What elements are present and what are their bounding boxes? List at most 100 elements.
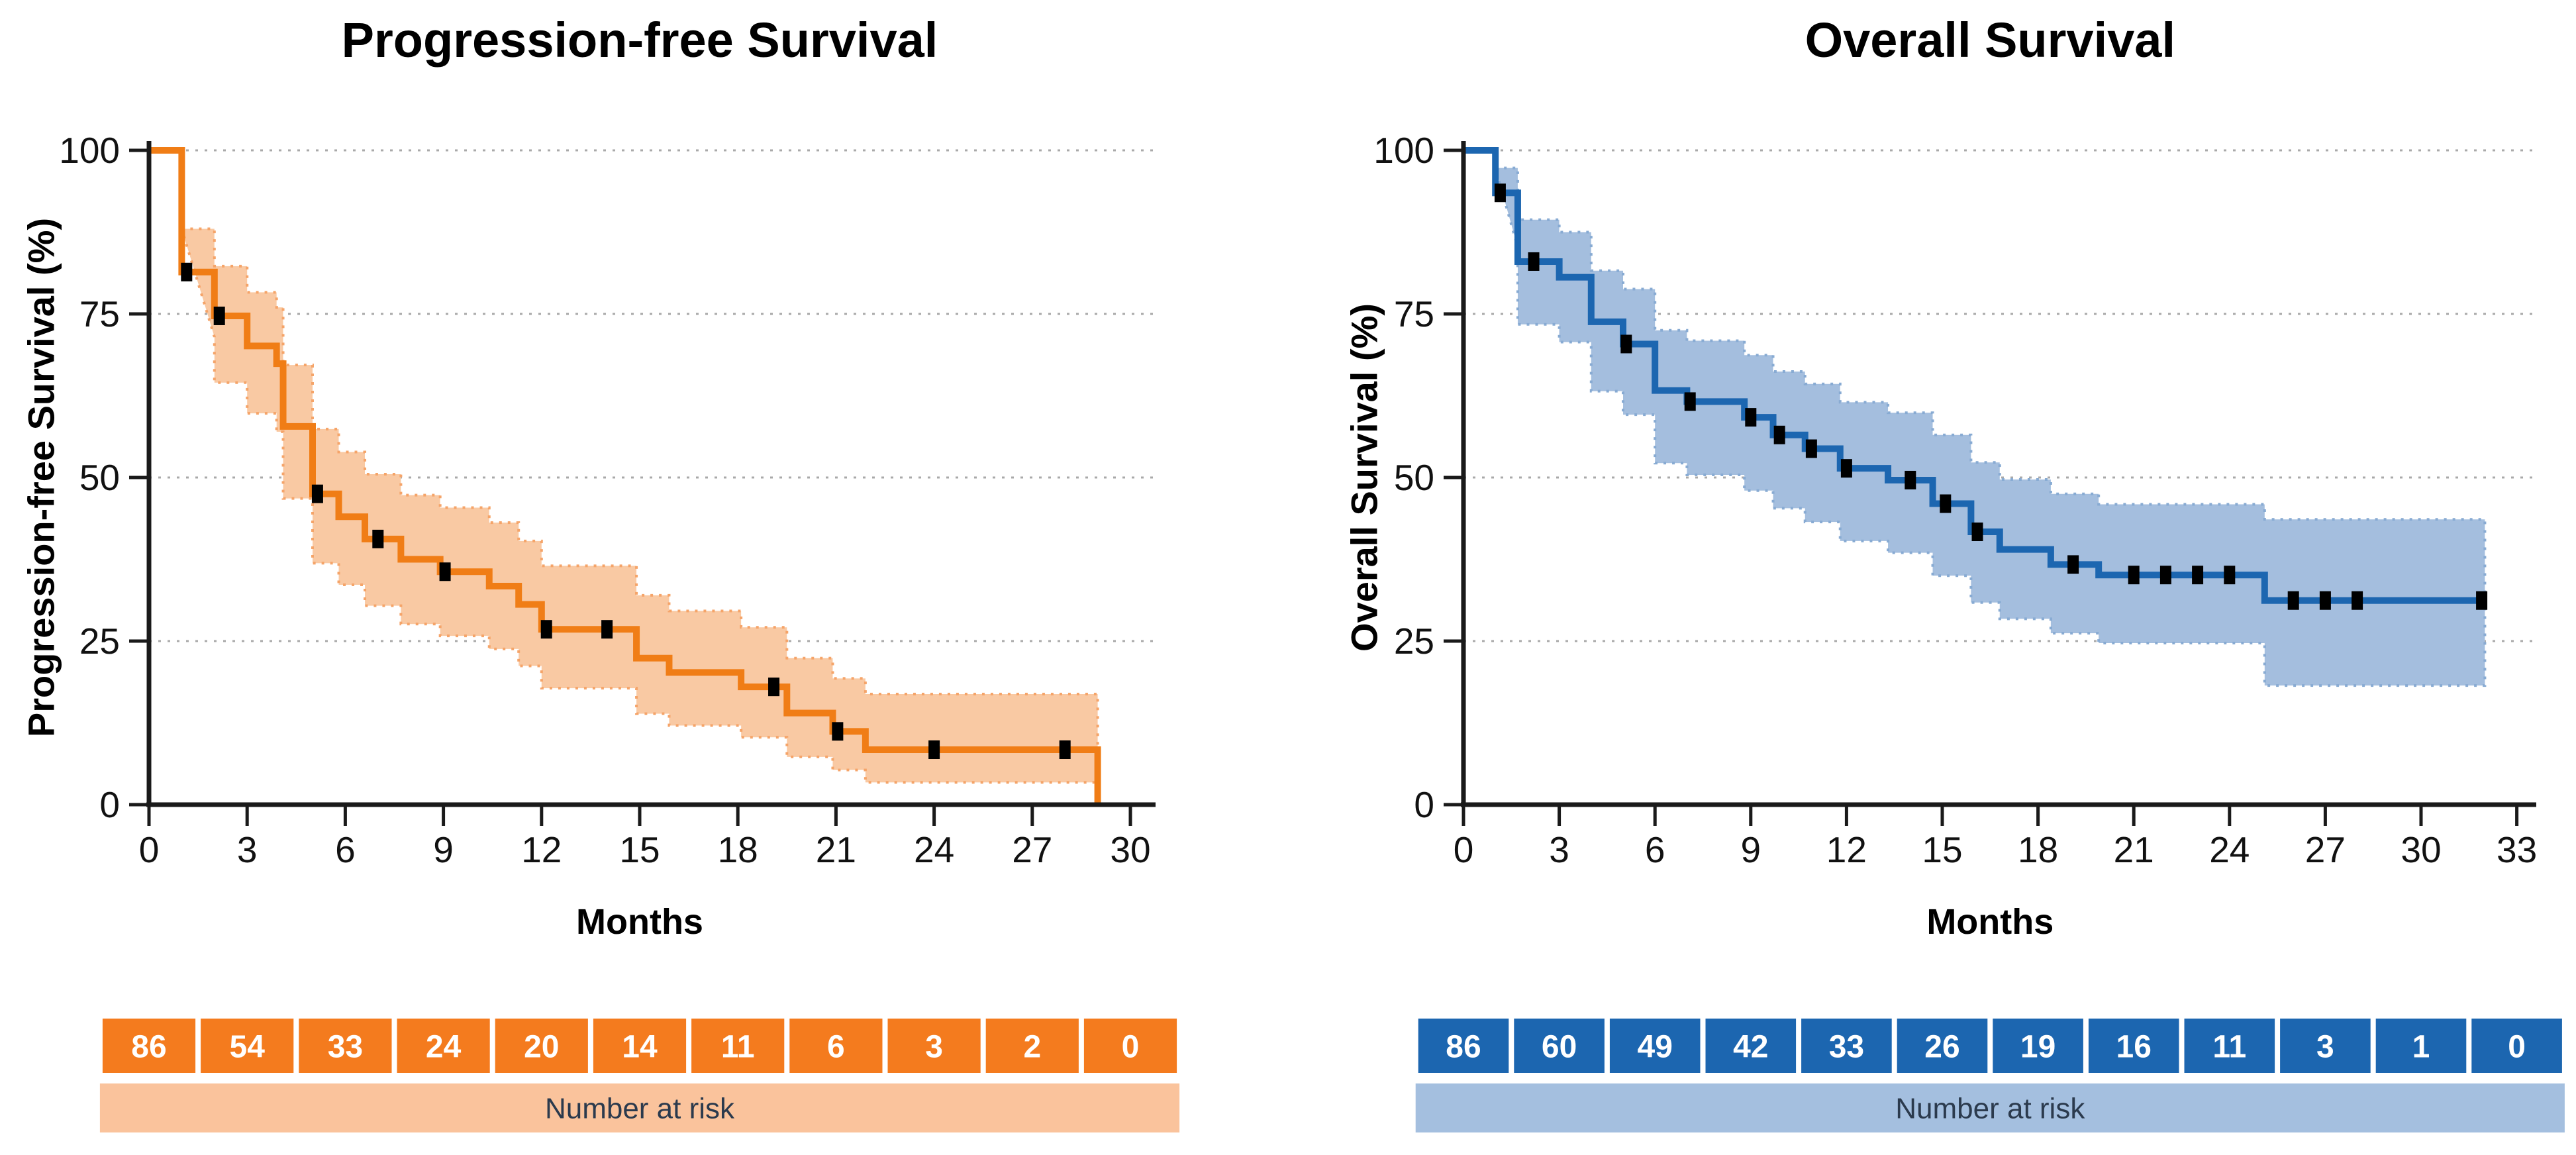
risk-cell: [691, 1019, 785, 1073]
x-tick-label: 24: [2209, 829, 2250, 870]
risk-value: 24: [426, 1030, 462, 1065]
y-tick-label: 0: [1414, 784, 1434, 825]
risk-value: 11: [721, 1030, 755, 1065]
x-tick-label: 15: [619, 829, 660, 870]
risk-cell: [1609, 1019, 1701, 1073]
x-axis-label: Months: [576, 902, 703, 942]
risk-cell: [102, 1019, 196, 1073]
risk-value: 0: [2508, 1030, 2526, 1065]
risk-value: 86: [1446, 1030, 1481, 1065]
x-tick-label: 21: [2114, 829, 2154, 870]
censor-tick: [768, 678, 780, 697]
risk-value: 6: [827, 1030, 845, 1065]
risk-value: 42: [1733, 1030, 1768, 1065]
x-tick-label: 30: [2401, 829, 2441, 870]
risk-cell: [1705, 1019, 1797, 1073]
x-tick-label: 30: [1110, 829, 1150, 870]
risk-value: 11: [2212, 1030, 2246, 1065]
risk-value: 54: [230, 1030, 266, 1065]
censor-tick: [1528, 252, 1540, 271]
y-tick-label: 100: [1373, 130, 1434, 171]
risk-cell: [789, 1019, 883, 1073]
confidence-band: [1493, 166, 2487, 687]
km-curve: [1463, 147, 2485, 604]
risk-cell: [2184, 1019, 2275, 1073]
x-tick-label: 24: [914, 829, 954, 870]
risk-value: 0: [1122, 1030, 1140, 1065]
axes: 0 25 50 75 100 0 3 6 9 12 15 18 21 24 27 30 33: [1373, 130, 2537, 870]
censor-tick: [2128, 566, 2140, 585]
risk-cell: [593, 1019, 687, 1073]
risk-cell: [1418, 1019, 1509, 1073]
confidence-band: [179, 227, 1099, 784]
censor-tick: [540, 620, 552, 639]
risk-value: 33: [328, 1030, 363, 1065]
risk-cell: [1514, 1019, 1605, 1073]
risk-label: Number at risk: [545, 1093, 735, 1125]
censor-tick: [1684, 392, 1696, 411]
x-axis-label: Months: [1926, 902, 2054, 942]
censor-tick: [213, 306, 225, 325]
risk-cell: [887, 1019, 981, 1073]
censor-tick: [439, 562, 451, 581]
risk-cell: [1897, 1019, 1988, 1073]
censor-tick: [2287, 591, 2299, 610]
x-tick-label: 0: [1454, 829, 1474, 870]
censor-tick: [311, 484, 323, 503]
y-tick-label: 50: [1394, 457, 1434, 498]
censor-tick: [1773, 425, 1785, 444]
censor-tick: [1805, 439, 1817, 458]
censor-tick: [2159, 566, 2171, 585]
risk-label: Number at risk: [1895, 1093, 2085, 1125]
risk-value: 20: [524, 1030, 559, 1065]
censor-tick: [2224, 566, 2236, 585]
y-axis-label: Progression-free Survival (%): [21, 218, 62, 737]
risk-value: 33: [1829, 1030, 1864, 1065]
x-tick-label: 33: [2497, 829, 2537, 870]
risk-value: 1: [2412, 1030, 2430, 1065]
y-tick-label: 75: [79, 293, 120, 334]
risk-cell: [495, 1019, 588, 1073]
x-tick-label: 6: [1645, 829, 1665, 870]
risk-label-band: [1415, 1083, 2565, 1132]
risk-value: 2: [1023, 1030, 1041, 1065]
x-tick-label: 15: [1922, 829, 1962, 870]
censor-tick: [2192, 566, 2204, 585]
risk-label-band: [99, 1083, 1180, 1132]
x-tick-label: 27: [1012, 829, 1052, 870]
censor-tick: [1940, 494, 1952, 513]
risk-cell: [1083, 1019, 1177, 1073]
x-tick-label: 18: [718, 829, 758, 870]
x-tick-label: 18: [2018, 829, 2058, 870]
censor-tick: [601, 620, 613, 639]
axes: 0 25 50 75 100 0 3 6 9 12 15 18 21 24 27 30: [59, 130, 1156, 870]
risk-value: 14: [622, 1030, 658, 1065]
x-tick-label: 3: [237, 829, 258, 870]
x-tick-label: 27: [2305, 829, 2346, 870]
censor-tick: [928, 740, 940, 760]
risk-value: 3: [925, 1030, 943, 1065]
x-tick-label: 12: [1826, 829, 1867, 870]
censor-tick: [2067, 555, 2079, 574]
plot-title: Progression-free Survival: [342, 13, 938, 68]
risk-cell: [2088, 1019, 2179, 1073]
censor-tick: [1494, 183, 1506, 203]
censor-marks: [1494, 183, 2488, 610]
risk-value: 16: [2116, 1030, 2152, 1065]
x-tick-label: 9: [1741, 829, 1761, 870]
x-tick-label: 9: [433, 829, 454, 870]
censor-tick: [832, 722, 844, 741]
censor-tick: [1059, 740, 1071, 760]
risk-cell: [2375, 1019, 2467, 1073]
x-tick-label: 21: [816, 829, 856, 870]
censor-tick: [2476, 591, 2488, 610]
censor-tick: [1840, 459, 1852, 478]
censor-marks: [181, 262, 1071, 760]
censor-tick: [372, 529, 384, 548]
risk-value: 3: [2316, 1030, 2334, 1065]
risk-cell: [985, 1019, 1079, 1073]
